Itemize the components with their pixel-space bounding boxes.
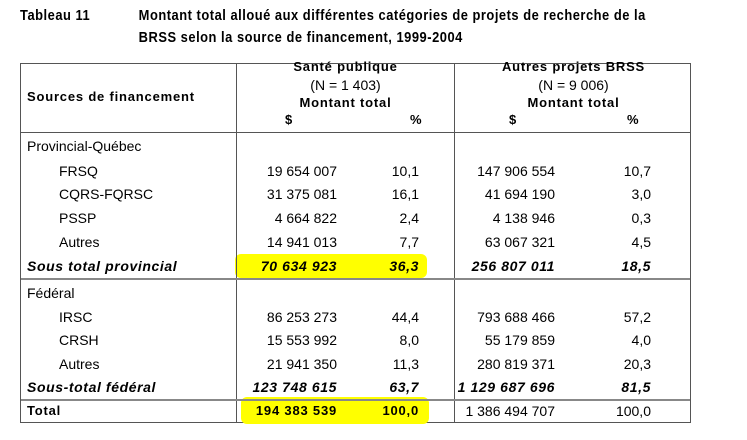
highlight-mark	[235, 254, 427, 278]
sante-amount: 31 375 081	[266, 186, 337, 202]
autres-amount: 63 067 321	[484, 234, 555, 250]
row-label: Autres	[59, 356, 100, 372]
sante-amount: 4 664 822	[274, 210, 337, 226]
sante-percent: 44,4	[391, 309, 419, 325]
funding-table: Sources de financement Santé publique (N…	[20, 59, 691, 424]
autres-amount: 280 819 371	[477, 356, 555, 372]
sante-percent: 16,1	[391, 186, 419, 202]
autres-percent: 81,5	[621, 379, 651, 395]
row-label: Provincial-Québec	[27, 138, 142, 154]
autres-amount: 4 138 946	[492, 210, 555, 226]
sante-percent: 100,0	[382, 403, 419, 418]
header-sante-montant: Montant total	[299, 95, 392, 110]
header-sante-dollar: $	[285, 112, 294, 127]
header-sources: Sources de financement	[27, 89, 195, 104]
autres-percent: 0,3	[631, 210, 651, 226]
row-label: IRSC	[59, 309, 93, 325]
header-sante-pct: %	[410, 112, 423, 127]
autres-amount: 1 386 494 707	[465, 403, 555, 419]
row-label: Fédéral	[27, 285, 75, 301]
sante-percent: 63,7	[389, 379, 419, 395]
autres-percent: 3,0	[631, 186, 651, 202]
row-label: Total	[27, 403, 62, 418]
sante-percent: 7,7	[399, 234, 419, 250]
sante-percent: 36,3	[389, 258, 419, 274]
sante-amount: 86 253 273	[266, 309, 337, 325]
autres-percent: 57,2	[623, 309, 651, 325]
section-divider	[21, 278, 690, 280]
row-label: Sous-total fédéral	[27, 379, 157, 395]
row-label: PSSP	[59, 210, 97, 226]
autres-percent: 100,0	[615, 403, 651, 419]
autres-percent: 4,0	[631, 332, 651, 348]
sante-percent: 11,3	[392, 356, 419, 372]
autres-percent: 4,5	[631, 234, 651, 250]
header-autres-projets: Autres projets BRSS	[501, 59, 646, 74]
autres-amount: 1 129 687 696	[457, 379, 555, 395]
autres-amount: 55 179 859	[484, 332, 555, 348]
autres-amount: 793 688 466	[477, 309, 555, 325]
column-divider	[454, 64, 455, 422]
sante-amount: 15 553 992	[266, 332, 337, 348]
sante-percent: 8,0	[399, 332, 419, 348]
sante-percent: 10,1	[391, 163, 419, 179]
header-divider	[21, 132, 690, 133]
autres-amount: 256 807 011	[471, 258, 555, 274]
autres-percent: 10,7	[623, 163, 651, 179]
autres-percent: 20,3	[623, 356, 651, 372]
sante-amount: 70 634 923	[260, 258, 337, 274]
header-autres-montant: Montant total	[527, 95, 620, 110]
sante-amount: 123 748 615	[252, 379, 337, 395]
autres-percent: 18,5	[621, 258, 651, 274]
sante-amount: 14 941 013	[266, 234, 337, 250]
row-label: FRSQ	[59, 163, 98, 179]
sante-percent: 2,4	[399, 210, 419, 226]
row-label: CRSH	[59, 332, 99, 348]
row-label: Autres	[59, 234, 100, 250]
autres-amount: 41 694 190	[484, 186, 555, 202]
sante-amount: 21 941 350	[266, 356, 337, 372]
header-autres-dollar: $	[509, 112, 518, 127]
caption-line-1: Montant total alloué aux différentes cat…	[138, 7, 646, 24]
column-divider	[236, 64, 237, 422]
sante-amount: 194 383 539	[255, 403, 337, 418]
section-divider	[21, 399, 690, 401]
header-sante-n: (N = 1 403)	[310, 77, 381, 93]
header-sante-publique: Santé publique	[293, 59, 398, 74]
header-autres-pct: %	[627, 112, 640, 127]
header-autres-n: (N = 9 006)	[538, 77, 609, 93]
table-number: Tableau 11	[20, 7, 91, 24]
caption-line-2: BRSS selon la source de financement, 199…	[138, 29, 463, 46]
table-caption: Tableau 11 Montant total alloué aux diffé…	[20, 5, 646, 49]
row-label: CQRS-FQRSC	[59, 186, 154, 202]
row-label: Sous total provincial	[27, 258, 178, 274]
highlight-mark	[241, 397, 429, 424]
sante-amount: 19 654 007	[266, 163, 337, 179]
autres-amount: 147 906 554	[477, 163, 555, 179]
